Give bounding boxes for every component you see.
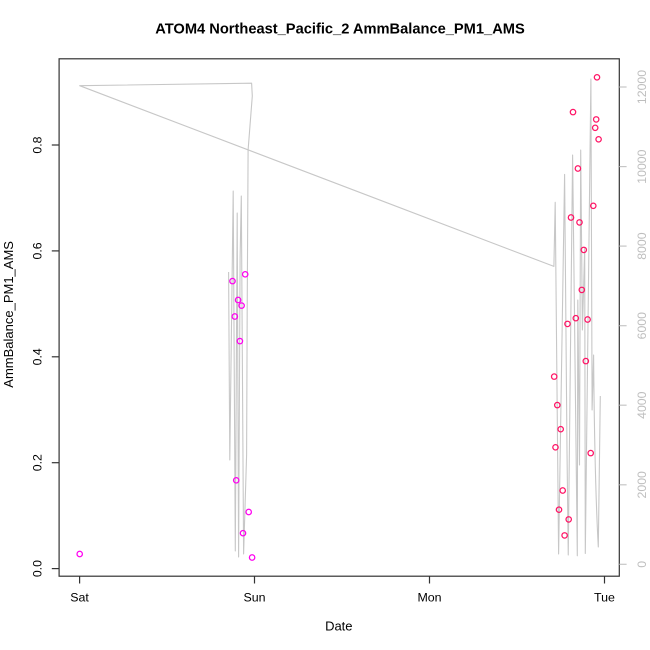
svg-text:8000: 8000 [635, 232, 649, 260]
svg-text:Mon: Mon [417, 591, 441, 605]
svg-text:Date: Date [325, 619, 352, 634]
svg-text:Sat: Sat [70, 591, 89, 605]
svg-text:4000: 4000 [635, 391, 649, 419]
svg-text:AmmBalance_PM1_AMS: AmmBalance_PM1_AMS [1, 241, 16, 388]
svg-text:0: 0 [635, 561, 649, 568]
svg-text:Sun: Sun [243, 591, 265, 605]
svg-text:2000: 2000 [635, 471, 649, 499]
svg-text:12000: 12000 [635, 70, 649, 104]
svg-text:10000: 10000 [635, 149, 649, 183]
svg-text:ATOM4 Northeast_Pacific_2 AmmB: ATOM4 Northeast_Pacific_2 AmmBalance_PM1… [155, 22, 525, 38]
svg-text:Tue: Tue [594, 591, 615, 605]
svg-text:0.2: 0.2 [31, 454, 45, 471]
svg-text:0.4: 0.4 [31, 348, 45, 365]
svg-text:0.6: 0.6 [31, 242, 45, 259]
svg-text:6000: 6000 [635, 312, 649, 340]
svg-text:0.0: 0.0 [31, 560, 45, 577]
svg-text:0.8: 0.8 [31, 136, 45, 153]
